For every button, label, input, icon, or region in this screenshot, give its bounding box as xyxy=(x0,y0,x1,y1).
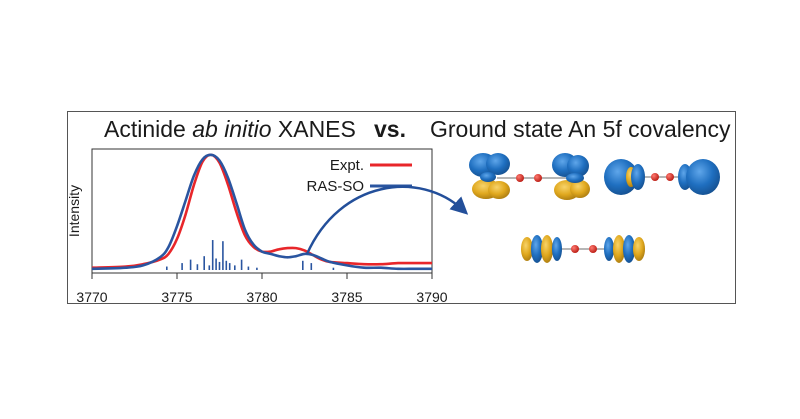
legend-label-expt: Expt. xyxy=(330,157,364,174)
lobe-gold-icon xyxy=(633,237,645,261)
lobe-blue-icon xyxy=(566,173,584,183)
atom-oxygen-icon xyxy=(516,174,524,182)
lobe-blue-icon xyxy=(567,155,589,177)
x-tick-label-0: 3770 xyxy=(76,289,107,305)
lobe-blue-icon xyxy=(531,235,543,263)
lobe-blue-icon xyxy=(480,172,496,182)
lobe-gold-icon xyxy=(541,235,553,263)
atom-oxygen-icon xyxy=(571,245,579,253)
legend-label-ras-so: RAS-SO xyxy=(306,178,364,195)
plot-frame xyxy=(91,148,433,274)
series-lines xyxy=(91,153,432,271)
outer-frame xyxy=(67,111,736,304)
x-tick-label-4: 3790 xyxy=(416,289,447,305)
lobe-blue-icon xyxy=(552,237,562,261)
atom-oxygen-icon xyxy=(651,173,659,181)
lobe-gold-icon xyxy=(613,235,625,263)
lobe-blue-icon xyxy=(486,153,510,175)
lobe-blue-icon xyxy=(604,237,614,261)
lobe-blue-icon xyxy=(623,235,635,263)
x-tick-label-1: 3775 xyxy=(161,289,192,305)
x-tick-label-2: 3780 xyxy=(246,289,277,305)
orbital-delta-pair xyxy=(521,235,645,263)
y-axis-label: Intensity xyxy=(66,185,82,237)
series-line-ras-so xyxy=(91,153,432,271)
page-title: Actinide ab initio XANES xyxy=(104,116,356,142)
stick-spectrum xyxy=(166,240,335,270)
title-vs: vs. xyxy=(374,116,406,142)
orbital-pi-pair xyxy=(469,153,590,200)
title-italic: ab initio xyxy=(192,116,271,142)
lobe-blue-icon xyxy=(631,164,645,190)
title-suffix: XANES xyxy=(272,116,356,142)
lobe-gold-icon xyxy=(488,181,510,199)
title-prefix: Actinide xyxy=(104,116,192,142)
x-axis-ticks: 3770 3775 3780 3785 3790 xyxy=(76,273,448,305)
lobe-blue-icon xyxy=(686,159,720,195)
atom-oxygen-icon xyxy=(534,174,542,182)
orbital-sigma-pair xyxy=(604,159,720,195)
feature-arrow xyxy=(305,185,469,255)
title-right: Ground state An 5f covalency xyxy=(430,116,731,142)
lobe-gold-icon xyxy=(570,180,590,198)
atom-oxygen-icon xyxy=(589,245,597,253)
legend: Expt. RAS-SO xyxy=(306,157,412,195)
lobe-gold-icon xyxy=(521,237,533,261)
x-tick-label-3: 3785 xyxy=(331,289,362,305)
atom-oxygen-icon xyxy=(666,173,674,181)
